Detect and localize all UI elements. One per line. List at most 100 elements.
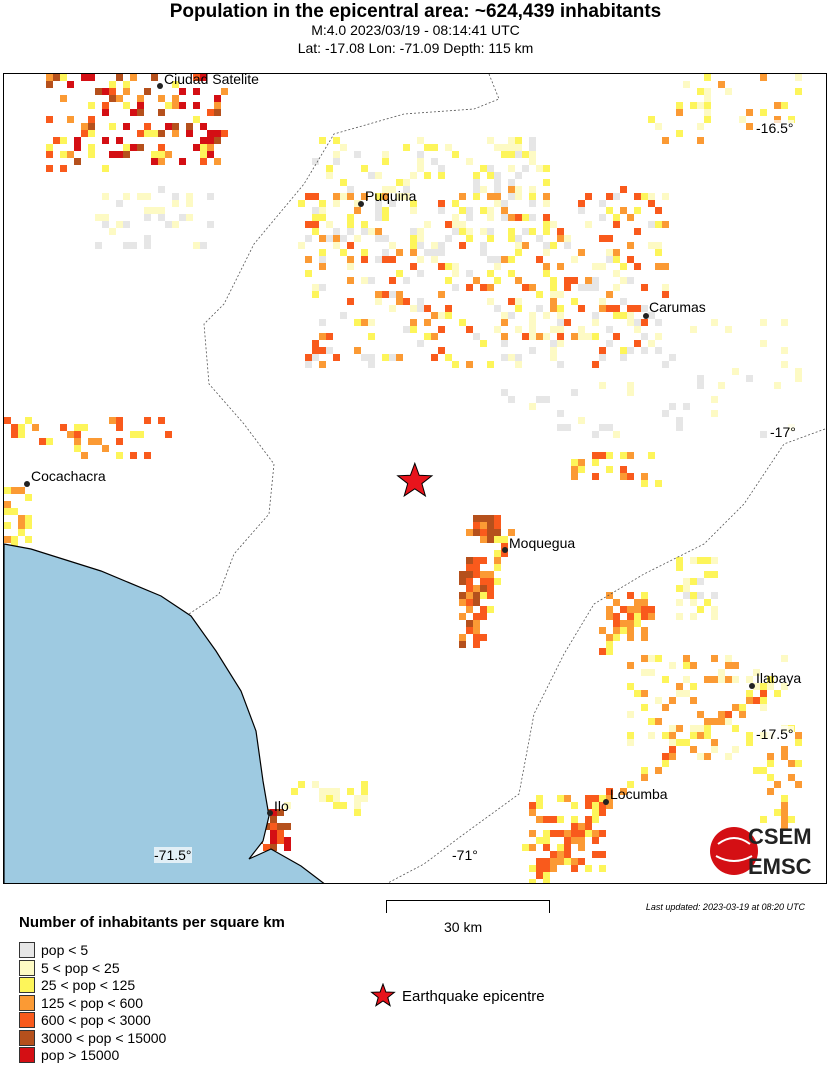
population-cell [473, 585, 480, 592]
population-cell [459, 193, 466, 200]
population-cell [74, 144, 81, 151]
population-cell [11, 487, 18, 494]
population-cell [25, 536, 32, 543]
population-cell [494, 557, 501, 564]
population-cell [746, 109, 753, 116]
population-cell [627, 214, 634, 221]
population-cell [319, 207, 326, 214]
population-cell [487, 137, 494, 144]
population-cell [501, 333, 508, 340]
population-cell [557, 228, 564, 235]
population-cell [543, 193, 550, 200]
population-cell [81, 123, 88, 130]
population-cell [578, 858, 585, 865]
population-cell [487, 256, 494, 263]
population-cell [53, 137, 60, 144]
population-cell [669, 739, 676, 746]
population-cell [410, 172, 417, 179]
population-cell [655, 263, 662, 270]
population-cell [193, 74, 200, 81]
population-cell [459, 641, 466, 648]
population-cell [606, 249, 613, 256]
population-cell [445, 305, 452, 312]
population-cell [361, 221, 368, 228]
population-cell [81, 74, 88, 81]
population-cell [515, 249, 522, 256]
population-cell [788, 774, 795, 781]
population-cell [788, 116, 795, 123]
population-cell [550, 242, 557, 249]
population-cell [627, 347, 634, 354]
population-cell [494, 172, 501, 179]
population-cell [438, 249, 445, 256]
population-cell [655, 347, 662, 354]
population-cell [795, 760, 802, 767]
city-dot [749, 683, 755, 689]
population-cell [270, 809, 277, 816]
population-cell [361, 354, 368, 361]
population-cell [487, 214, 494, 221]
population-cell [144, 207, 151, 214]
population-cell [627, 627, 634, 634]
population-cell [564, 795, 571, 802]
population-cell [207, 151, 214, 158]
population-cell [655, 718, 662, 725]
population-cell [60, 74, 67, 81]
population-cell [375, 228, 382, 235]
population-cell [410, 326, 417, 333]
population-cell [676, 109, 683, 116]
population-cell [53, 74, 60, 81]
population-cell [641, 480, 648, 487]
population-map[interactable]: Ciudad Satelite Puquina Carumas Cocachac… [3, 73, 827, 884]
population-cell [697, 732, 704, 739]
population-cell [291, 788, 298, 795]
population-cell [690, 592, 697, 599]
population-cell [781, 319, 788, 326]
population-cell [599, 354, 606, 361]
population-cell [543, 263, 550, 270]
population-cell [424, 305, 431, 312]
population-cell [725, 326, 732, 333]
population-cell [487, 529, 494, 536]
population-cell [676, 599, 683, 606]
population-cell [795, 781, 802, 788]
population-cell [473, 179, 480, 186]
population-cell [494, 263, 501, 270]
population-cell [795, 88, 802, 95]
population-cell [536, 858, 543, 865]
population-cell [676, 102, 683, 109]
population-cell [725, 676, 732, 683]
population-cell [158, 417, 165, 424]
population-cell [361, 795, 368, 802]
population-cell [11, 508, 18, 515]
population-cell [662, 221, 669, 228]
population-cell [648, 193, 655, 200]
population-cell [207, 144, 214, 151]
population-cell [788, 816, 795, 823]
city-dot [643, 313, 649, 319]
population-cell [529, 809, 536, 816]
population-cell [396, 270, 403, 277]
population-cell [144, 242, 151, 249]
population-cell [88, 144, 95, 151]
population-cell [466, 235, 473, 242]
population-cell [662, 753, 669, 760]
population-cell [158, 95, 165, 102]
population-cell [529, 830, 536, 837]
population-cell [354, 151, 361, 158]
population-cell [704, 116, 711, 123]
population-cell [557, 340, 564, 347]
population-cell [74, 158, 81, 165]
population-cell [480, 634, 487, 641]
city-label: Ilo [274, 798, 289, 814]
population-cell [634, 319, 641, 326]
population-cell [508, 228, 515, 235]
population-cell [340, 179, 347, 186]
population-cell [403, 298, 410, 305]
population-cell [557, 312, 564, 319]
population-cell [424, 333, 431, 340]
population-cell [116, 221, 123, 228]
population-cell [333, 151, 340, 158]
population-cell [137, 109, 144, 116]
population-cell [333, 228, 340, 235]
